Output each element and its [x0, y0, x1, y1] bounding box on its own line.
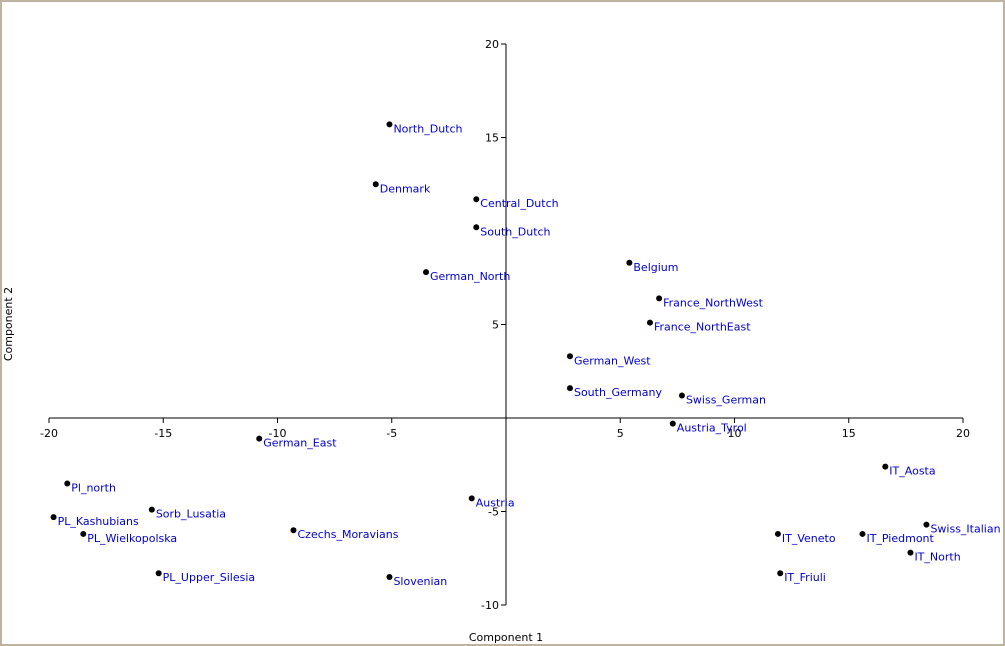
point-label: North_Dutch — [393, 122, 462, 135]
x-tick-label: -10 — [269, 427, 287, 440]
data-point[interactable] — [386, 573, 393, 580]
x-tick-label: -5 — [386, 427, 397, 440]
data-point[interactable] — [372, 181, 379, 188]
data-point[interactable] — [290, 527, 297, 534]
point-label: Austria_Tyrol — [677, 422, 747, 435]
data-point[interactable] — [473, 196, 480, 203]
point-label: South_Germany — [574, 386, 663, 399]
point-label: PL_Upper_Silesia — [163, 571, 255, 584]
point-label: Belgium — [633, 261, 678, 274]
point-label: German_North — [430, 270, 510, 283]
point-label: IT_Aosta — [889, 465, 935, 478]
data-point[interactable] — [774, 530, 781, 537]
y-tick-label: 20 — [485, 38, 499, 51]
data-point[interactable] — [148, 506, 155, 513]
x-tick-label: 5 — [617, 427, 624, 440]
point-label: Pl_north — [71, 481, 116, 494]
point-label: IT_Friuli — [784, 571, 826, 584]
data-point[interactable] — [566, 353, 573, 360]
point-label: Denmark — [380, 182, 431, 195]
y-axis-title: Component 2 — [2, 287, 15, 361]
point-label: IT_North — [914, 551, 960, 564]
y-tick-label: -5 — [488, 506, 499, 519]
data-point[interactable] — [155, 570, 162, 577]
point-label: PL_Kashubians — [58, 515, 139, 528]
data-point[interactable] — [777, 570, 784, 577]
point-label: Slovenian — [393, 575, 447, 588]
x-tick-label: 20 — [956, 427, 970, 440]
data-point[interactable] — [80, 530, 87, 537]
point-label: Czechs_Moravians — [297, 528, 398, 541]
x-tick-label: -20 — [40, 427, 58, 440]
point-label: German_East — [263, 437, 337, 450]
point-label: Swiss_Italian — [930, 523, 1000, 536]
y-ticks: 20 15 5 -5 -10 — [481, 38, 506, 612]
point-label: Sorb_Lusatia — [156, 508, 226, 521]
x-tick-label: -15 — [154, 427, 172, 440]
data-point[interactable] — [473, 224, 480, 231]
y-tick-label: -10 — [481, 599, 499, 612]
data-point[interactable] — [923, 521, 930, 528]
point-label: IT_Veneto — [782, 532, 836, 545]
data-point[interactable] — [656, 295, 663, 302]
point-label: IT_Piedmont — [866, 532, 934, 545]
data-point[interactable] — [882, 463, 889, 470]
data-point[interactable] — [669, 420, 676, 427]
point-label: German_West — [574, 354, 651, 367]
data-point[interactable] — [386, 121, 393, 128]
point-label: France_NorthWest — [663, 296, 764, 309]
y-tick-label: 15 — [485, 132, 499, 145]
data-point[interactable] — [566, 385, 573, 392]
data-point[interactable] — [626, 259, 633, 266]
x-axis-title: Component 1 — [469, 631, 543, 644]
point-label: South_Dutch — [480, 225, 550, 238]
x-ticks: -20 -15 -10 -5 5 10 15 20 — [40, 418, 970, 440]
data-point[interactable] — [646, 319, 653, 326]
point-label: Central_Dutch — [480, 197, 558, 210]
data-point[interactable] — [64, 480, 71, 487]
data-point[interactable] — [50, 514, 57, 521]
point-label: Swiss_German — [686, 394, 766, 407]
data-point[interactable] — [859, 530, 866, 537]
data-point[interactable] — [423, 269, 430, 276]
point-label: France_NorthEast — [654, 321, 751, 334]
x-tick-label: 15 — [842, 427, 856, 440]
data-point[interactable] — [468, 495, 475, 502]
point-label: PL_Wielkopolska — [87, 532, 177, 545]
data-points: North_Dutch Denmark Central_Dutch South_Dut… — [50, 121, 1001, 588]
y-tick-label: 5 — [492, 319, 499, 332]
x-tick-label: 10 — [728, 427, 742, 440]
point-label: Austria — [476, 496, 515, 509]
data-point[interactable] — [678, 392, 685, 399]
data-point[interactable] — [907, 549, 914, 556]
data-point[interactable] — [256, 435, 263, 442]
